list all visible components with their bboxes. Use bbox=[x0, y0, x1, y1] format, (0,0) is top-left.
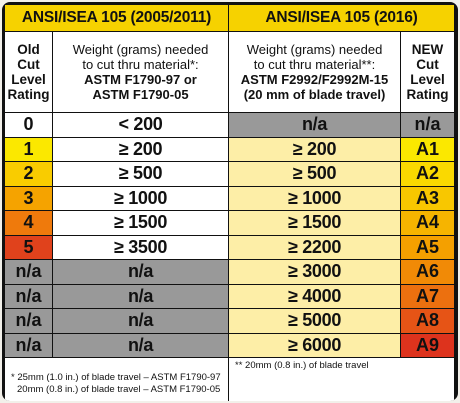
old-weight-cell: < 200 bbox=[53, 113, 228, 137]
old-rating-header: Old Cut Level Rating bbox=[5, 32, 52, 112]
new-standard-title: ANSI/ISEA 105 (2016) bbox=[229, 5, 454, 31]
old-weight-cell: n/a bbox=[53, 284, 228, 308]
new-level-cell: A2 bbox=[401, 162, 454, 186]
new-weight-cell: ≥ 500 bbox=[229, 162, 400, 186]
new-weight-cell: ≥ 3000 bbox=[229, 260, 400, 284]
new-weight-cell: ≥ 200 bbox=[229, 137, 400, 161]
new-level-cell: A9 bbox=[401, 333, 454, 357]
old-level-cell: n/a bbox=[5, 260, 52, 284]
old-level-cell: 5 bbox=[5, 235, 52, 259]
new-rating-header: NEW Cut Level Rating bbox=[401, 32, 454, 112]
footnote-old: * 25mm (1.0 in.) of blade travel – ASTM … bbox=[5, 358, 228, 401]
new-level-cell: n/a bbox=[401, 113, 454, 137]
old-weight-cell: ≥ 500 bbox=[53, 162, 228, 186]
new-weight-cell: ≥ 1500 bbox=[229, 211, 400, 235]
old-level-cell: n/a bbox=[5, 284, 52, 308]
new-level-cell: A1 bbox=[401, 137, 454, 161]
old-level-cell: 3 bbox=[5, 186, 52, 210]
old-level-cell: n/a bbox=[5, 309, 52, 333]
new-level-cell: A4 bbox=[401, 211, 454, 235]
new-weight-cell: n/a bbox=[229, 113, 400, 137]
old-level-cell: 2 bbox=[5, 162, 52, 186]
new-weight-cell: ≥ 4000 bbox=[229, 284, 400, 308]
new-weight-header: Weight (grams) needed to cut thru materi… bbox=[229, 32, 400, 112]
old-level-cell: 1 bbox=[5, 137, 52, 161]
new-weight-cell: ≥ 2200 bbox=[229, 235, 400, 259]
new-level-cell: A6 bbox=[401, 260, 454, 284]
new-level-cell: A7 bbox=[401, 284, 454, 308]
old-weight-cell: ≥ 200 bbox=[53, 137, 228, 161]
new-level-cell: A5 bbox=[401, 235, 454, 259]
cut-level-table: ANSI/ISEA 105 (2005/2011) ANSI/ISEA 105 … bbox=[5, 5, 455, 401]
old-level-cell: 4 bbox=[5, 211, 52, 235]
old-standard-title: ANSI/ISEA 105 (2005/2011) bbox=[5, 5, 228, 31]
new-weight-cell: ≥ 5000 bbox=[229, 309, 400, 333]
new-level-cell: A3 bbox=[401, 186, 454, 210]
old-weight-cell: n/a bbox=[53, 260, 228, 284]
new-level-cell: A8 bbox=[401, 309, 454, 333]
footnote-new: ** 20mm (0.8 in.) of blade travel bbox=[229, 358, 454, 401]
new-weight-cell: ≥ 6000 bbox=[229, 333, 400, 357]
old-weight-header: Weight (grams) needed to cut thru materi… bbox=[53, 32, 228, 112]
old-weight-cell: ≥ 1000 bbox=[53, 186, 228, 210]
old-level-cell: n/a bbox=[5, 333, 52, 357]
old-weight-cell: ≥ 3500 bbox=[53, 235, 228, 259]
old-weight-cell: n/a bbox=[53, 309, 228, 333]
old-weight-cell: n/a bbox=[53, 333, 228, 357]
new-weight-cell: ≥ 1000 bbox=[229, 186, 400, 210]
old-weight-cell: ≥ 1500 bbox=[53, 211, 228, 235]
old-level-cell: 0 bbox=[5, 113, 52, 137]
